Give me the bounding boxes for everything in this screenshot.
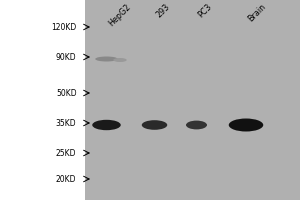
Text: 120KD: 120KD [51,22,76,31]
Ellipse shape [92,120,121,130]
Text: 293: 293 [154,2,172,19]
Text: HepG2: HepG2 [106,2,132,28]
Text: Brain: Brain [246,2,267,23]
Text: 50KD: 50KD [56,88,76,98]
Bar [85,0,300,200]
Text: 35KD: 35KD [56,118,76,128]
Ellipse shape [142,120,167,130]
Text: 90KD: 90KD [56,52,76,62]
Text: 25KD: 25KD [56,148,76,158]
Ellipse shape [95,56,118,62]
Text: 20KD: 20KD [56,174,76,184]
Ellipse shape [113,58,127,62]
Ellipse shape [186,121,207,129]
Text: PC3: PC3 [196,2,214,19]
Ellipse shape [229,118,263,132]
